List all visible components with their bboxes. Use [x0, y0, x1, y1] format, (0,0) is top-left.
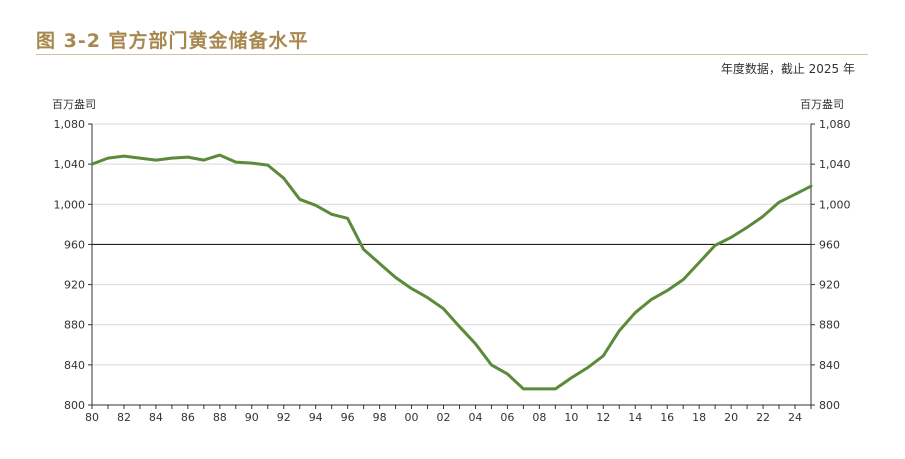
data-point: [155, 159, 157, 161]
data-point: [730, 236, 732, 239]
y-tick-label-left: 1,080: [54, 118, 86, 131]
data-point: [410, 287, 413, 290]
y-tick-label-right: 1,000: [819, 198, 851, 211]
y-tick-label-left: 800: [64, 399, 85, 412]
x-tick-label: 06: [500, 411, 514, 424]
x-tick-label: 08: [532, 411, 546, 424]
data-point: [634, 311, 637, 314]
data-point: [506, 373, 509, 375]
y-tick-label-left: 880: [64, 319, 85, 332]
data-point: [650, 298, 653, 301]
data-point: [171, 157, 173, 159]
data-point: [123, 155, 125, 157]
y-axis-unit-right: 百万盎司: [800, 98, 844, 111]
x-tick-label: 82: [117, 411, 131, 424]
data-point: [810, 185, 812, 188]
data-point: [554, 388, 557, 390]
x-tick-label: 94: [309, 411, 323, 424]
data-point: [266, 164, 269, 166]
x-tick-label: 86: [181, 411, 195, 424]
data-point: [346, 217, 349, 220]
y-tick-label-left: 960: [64, 238, 85, 251]
x-tick-label: 98: [373, 411, 387, 424]
data-point: [442, 307, 445, 310]
data-point: [330, 213, 333, 216]
data-point: [203, 159, 205, 161]
x-tick-label: 16: [660, 411, 674, 424]
y-tick-label-right: 1,080: [819, 118, 851, 131]
data-point: [602, 355, 605, 357]
y-tick-label-right: 880: [819, 319, 840, 332]
data-point: [91, 163, 93, 165]
data-point: [682, 278, 684, 281]
data-point: [714, 244, 716, 247]
data-point: [219, 154, 221, 156]
y-tick-label-right: 920: [819, 279, 840, 292]
data-point: [314, 204, 317, 207]
data-point: [474, 342, 477, 345]
x-tick-label: 84: [149, 411, 163, 424]
data-point: [426, 296, 429, 299]
y-tick-label-right: 960: [819, 238, 840, 251]
series-line: [90, 153, 813, 391]
data-point: [538, 388, 541, 390]
title-divider: [36, 54, 868, 55]
data-point: [778, 201, 780, 204]
data-point: [586, 367, 589, 369]
data-point: [282, 177, 285, 179]
data-point: [746, 226, 748, 229]
x-tick-label: 24: [788, 411, 802, 424]
data-point: [362, 248, 365, 251]
data-point: [698, 261, 700, 264]
x-tick-label: 02: [437, 411, 451, 424]
x-tick-label: 04: [468, 411, 482, 424]
data-point: [618, 329, 621, 332]
data-point: [794, 193, 796, 196]
y-tick-label-right: 1,040: [819, 158, 851, 171]
y-tick-label-right: 840: [819, 359, 840, 372]
x-tick-label: 18: [692, 411, 706, 424]
data-point: [394, 276, 397, 279]
y-tick-label-left: 1,040: [54, 158, 86, 171]
x-tick-label: 88: [213, 411, 227, 424]
data-point: [570, 377, 573, 379]
data-point: [107, 157, 109, 159]
data-point: [139, 157, 141, 159]
x-tick-label: 90: [245, 411, 259, 424]
data-point: [458, 325, 461, 328]
y-tick-label-right: 800: [819, 399, 840, 412]
data-point: [762, 215, 764, 218]
data-point: [378, 262, 381, 265]
data-point: [187, 156, 189, 158]
x-tick-label: 20: [724, 411, 738, 424]
data-point: [250, 162, 253, 164]
data-point: [490, 364, 493, 366]
data-point: [522, 388, 525, 390]
y-axis-unit-left: 百万盎司: [52, 98, 96, 111]
y-tick-label-left: 1,000: [54, 198, 86, 211]
x-tick-label: 00: [405, 411, 419, 424]
y-tick-label-left: 840: [64, 359, 85, 372]
x-tick-label: 92: [277, 411, 291, 424]
chart-title: 图 3-2 官方部门黄金储备水平: [36, 30, 309, 52]
chart-subtitle: 年度数据，截止 2025 年: [720, 62, 855, 76]
y-tick-label-left: 920: [64, 279, 85, 292]
x-tick-label: 14: [628, 411, 642, 424]
x-tick-label: 10: [564, 411, 578, 424]
data-point: [666, 289, 668, 292]
data-point: [235, 161, 237, 163]
data-point: [298, 198, 301, 201]
x-tick-label: 80: [85, 411, 99, 424]
x-tick-label: 96: [341, 411, 355, 424]
x-tick-label: 12: [596, 411, 610, 424]
x-tick-label: 22: [756, 411, 770, 424]
